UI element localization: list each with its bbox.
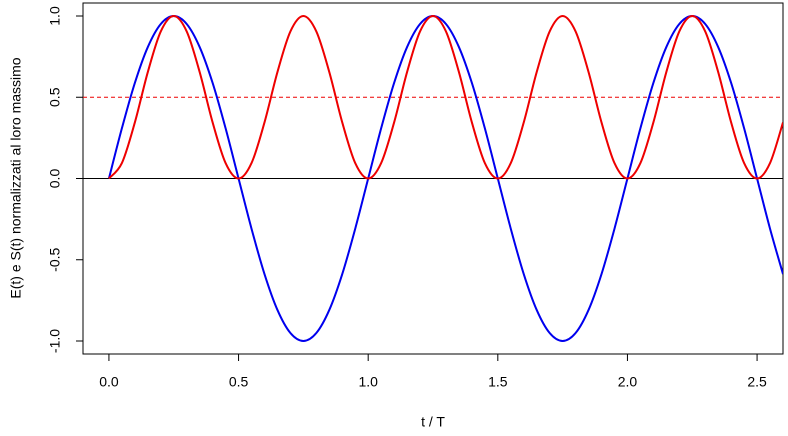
data-line xyxy=(107,14,783,343)
y-tick-label: 1.0 xyxy=(47,6,63,26)
y-tick-label: 0.0 xyxy=(47,169,63,189)
x-tick-label: 0.5 xyxy=(229,374,249,390)
x-tick-label: 1.5 xyxy=(488,374,508,390)
y-tick-label: -1.0 xyxy=(47,329,63,353)
x-tick-label: 2.5 xyxy=(747,374,767,390)
x-tick-label: 2.0 xyxy=(618,374,638,390)
x-tick-label: 0.0 xyxy=(99,374,119,390)
y-tick-label: 0.5 xyxy=(47,87,63,107)
y-tick-label: -0.5 xyxy=(47,247,63,271)
x-tick-label: 1.0 xyxy=(358,374,378,390)
data-line xyxy=(108,14,783,180)
x-axis-label: t / T xyxy=(421,414,445,430)
y-axis-label: E(t) e S(t) normalizzati al loro massimo xyxy=(8,57,24,298)
